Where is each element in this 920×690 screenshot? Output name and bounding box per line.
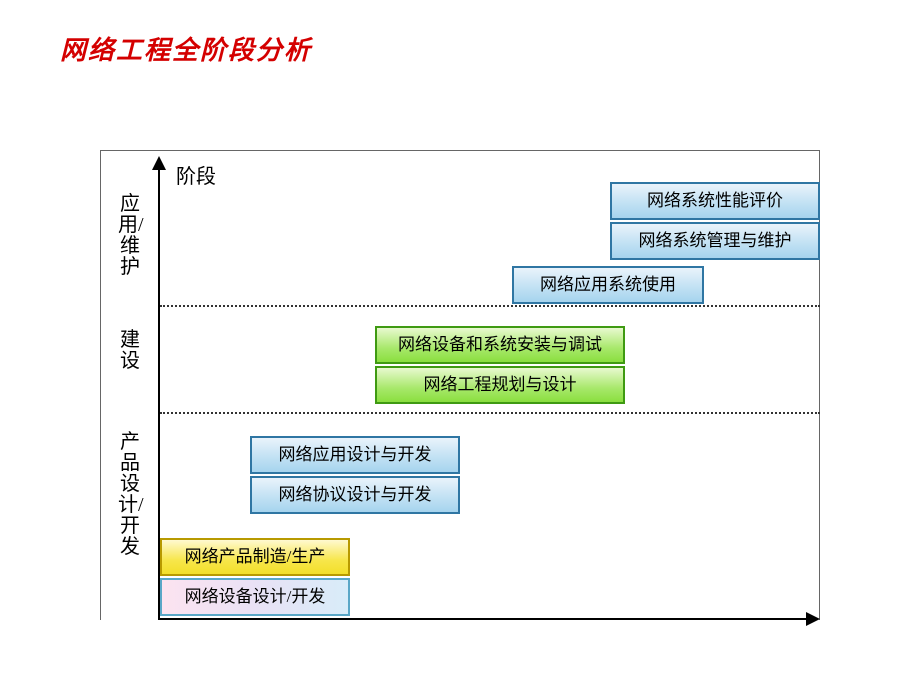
x-axis-arrow-icon — [806, 612, 820, 626]
y-category-1: 建设 — [118, 330, 142, 372]
separator-0 — [160, 305, 820, 307]
page-title: 网络工程全阶段分析 — [60, 30, 312, 67]
border-right — [819, 150, 820, 620]
y-category-0: 应用/维护 — [118, 194, 142, 278]
separator-1 — [160, 412, 820, 414]
border-top — [100, 150, 820, 151]
step-diagram: 阶段 应用/维护 建设 产品设计/开发 网络设备设计/开发 网络产品制造/生产 … — [100, 150, 820, 620]
step-box-3: 网络应用设计与开发 — [250, 436, 460, 474]
x-axis-line — [158, 618, 808, 620]
step-box-5: 网络设备和系统安装与调试 — [375, 326, 625, 364]
step-box-8: 网络系统性能评价 — [610, 182, 820, 220]
step-box-7: 网络系统管理与维护 — [610, 222, 820, 260]
y-category-2: 产品设计/开发 — [118, 432, 142, 558]
y-axis-arrow-icon — [152, 156, 166, 170]
y-axis-title: 阶段 — [176, 160, 216, 189]
border-left — [100, 150, 101, 620]
step-box-0: 网络设备设计/开发 — [160, 578, 350, 616]
step-box-2: 网络协议设计与开发 — [250, 476, 460, 514]
step-box-1: 网络产品制造/生产 — [160, 538, 350, 576]
step-box-6: 网络应用系统使用 — [512, 266, 704, 304]
step-box-4: 网络工程规划与设计 — [375, 366, 625, 404]
